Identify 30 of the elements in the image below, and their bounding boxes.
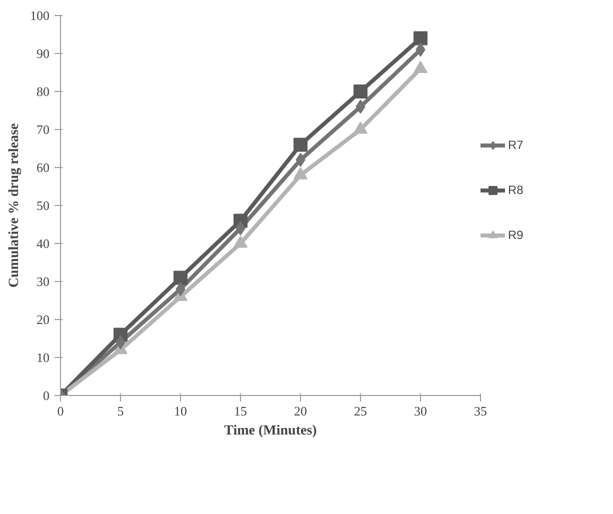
y-tick-label: 60 (36, 160, 50, 175)
y-tick-label: 80 (36, 84, 50, 99)
point (294, 167, 308, 180)
x-tick-label: 20 (294, 404, 307, 418)
point (234, 235, 248, 248)
point (294, 138, 308, 152)
y-tick-label: 50 (36, 198, 50, 213)
x-axis-title: Time (Minutes) (224, 424, 318, 438)
point (354, 84, 368, 98)
y-tick-label: 90 (36, 46, 50, 61)
x-tick-label: 15 (234, 404, 247, 418)
y-tick-label: 70 (36, 122, 50, 137)
y-axis-title: Cumulative % drug release (7, 123, 22, 288)
y-tick-label: 30 (36, 274, 50, 289)
x-tick-label: 25 (354, 404, 367, 418)
legend-label: R8 (508, 183, 524, 197)
x-tick-label: 10 (174, 404, 187, 418)
y-tick-label: 0 (43, 388, 50, 403)
y-tick-label: 100 (30, 8, 50, 23)
x-tick-label: 0 (57, 404, 64, 418)
y-tick-label: 40 (36, 236, 50, 251)
x-tick-label: 30 (414, 404, 427, 418)
y-tick-label: 10 (36, 350, 50, 365)
x-tick-label: 35 (474, 404, 487, 418)
point (174, 270, 188, 285)
y-tick-label: 20 (36, 312, 50, 327)
legend-label: R7 (508, 138, 524, 152)
point (414, 31, 428, 46)
legend-label: R9 (508, 228, 524, 242)
x-tick-label: 5 (117, 404, 124, 418)
